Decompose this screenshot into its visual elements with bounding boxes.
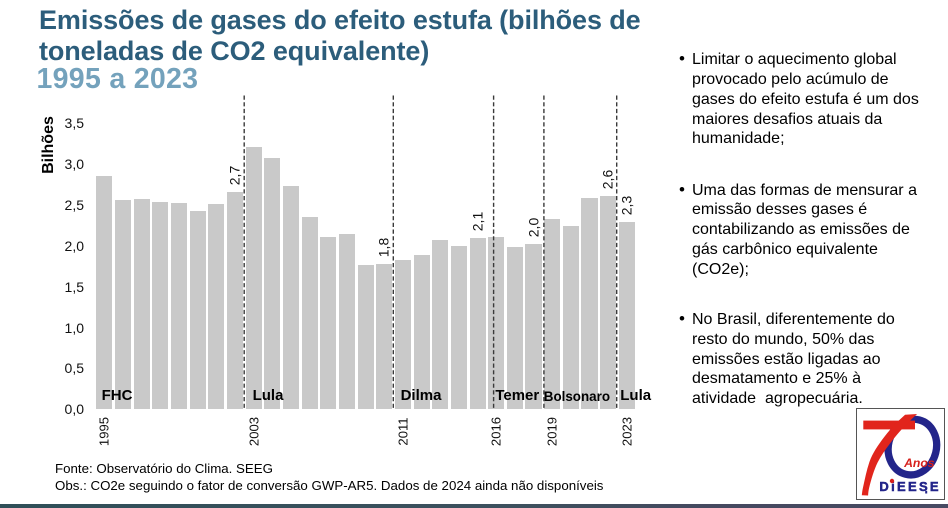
svg-text:Anos: Anos (903, 456, 935, 470)
svg-text:DiEESE: DiEESE (879, 479, 940, 494)
